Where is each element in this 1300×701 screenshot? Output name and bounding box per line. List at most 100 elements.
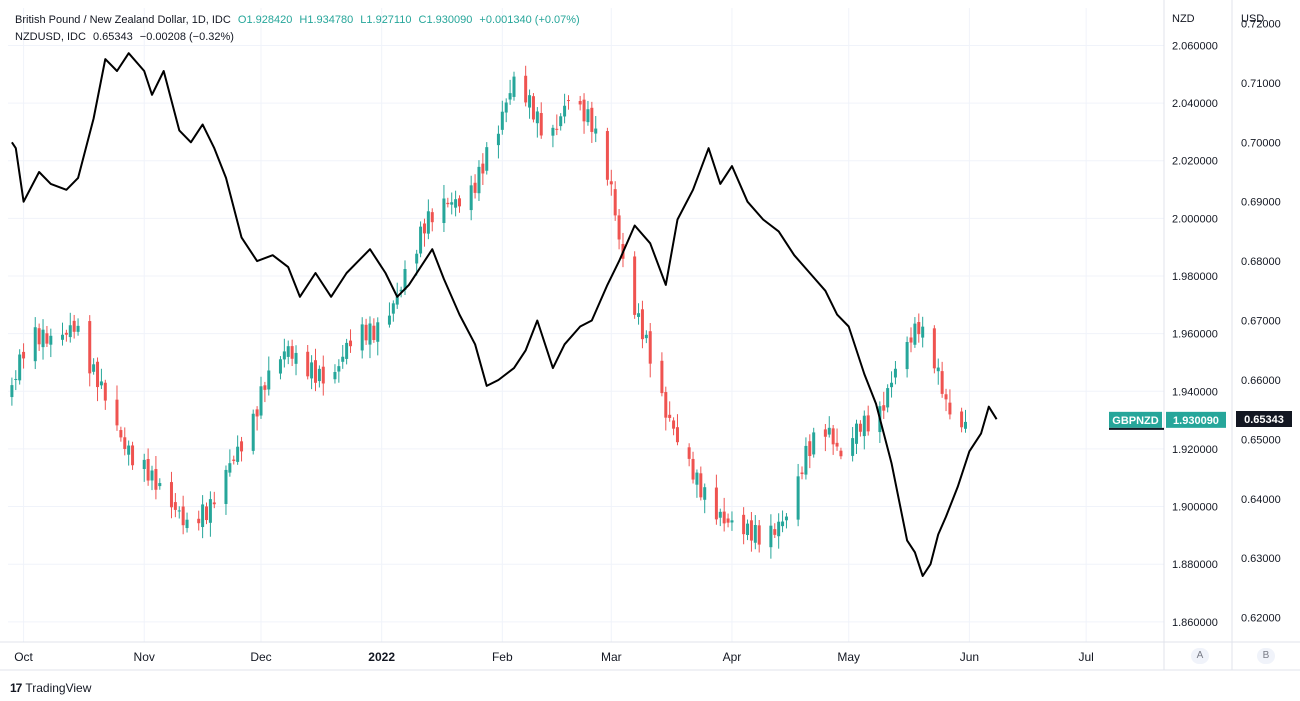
candle-body	[664, 392, 668, 418]
candle-body	[917, 322, 921, 335]
candle-body	[442, 198, 446, 224]
candle-body	[644, 334, 648, 339]
right-axis-tick: 0.72000	[1241, 18, 1281, 30]
candle-body	[185, 519, 189, 529]
candle-body	[372, 325, 376, 340]
candle-body	[687, 447, 691, 459]
candle-body	[703, 487, 707, 500]
candle-body	[115, 399, 119, 426]
candle-body	[259, 386, 263, 416]
candle-body	[391, 303, 395, 314]
candle-body	[800, 472, 804, 475]
x-axis-tick: Oct	[14, 650, 33, 664]
right-axis-tick: 0.65000	[1241, 434, 1281, 446]
candle-body	[804, 445, 808, 475]
candle-body	[672, 420, 676, 429]
left-axis-tick: 2.040000	[1172, 98, 1218, 110]
gbpnzd-symbol-label: GBPNZD	[1112, 415, 1159, 427]
candle-body	[594, 128, 598, 134]
candle-body	[695, 472, 699, 485]
candle-body	[590, 107, 594, 132]
candle-body	[422, 223, 426, 234]
candle-body	[718, 511, 722, 518]
candle-body	[882, 405, 886, 411]
x-axis-tick: Feb	[492, 650, 513, 664]
x-axis-tick: Mar	[601, 650, 622, 664]
candle-body	[531, 96, 535, 120]
candle-body	[286, 346, 290, 357]
legend-nzdusd-value: 0.65343	[92, 31, 133, 43]
x-axis-tick: May	[837, 650, 860, 664]
candle-body	[37, 328, 41, 345]
candle-body	[469, 185, 473, 211]
candle-body	[341, 356, 345, 362]
candle-body	[936, 367, 940, 372]
right-axis-unit: USD	[1241, 13, 1265, 25]
legend-close: C1.930090	[418, 14, 473, 26]
candle-body	[660, 360, 664, 394]
left-axis-tick: 2.020000	[1172, 156, 1218, 168]
candle-body	[177, 510, 181, 512]
left-axis-tick: 1.880000	[1172, 559, 1218, 571]
candle-body	[781, 521, 785, 527]
candle-body	[313, 360, 317, 383]
candle-body	[154, 469, 158, 490]
x-axis-tick: Dec	[250, 650, 271, 664]
right-axis-tick: 0.66000	[1241, 375, 1281, 387]
candle-body	[890, 382, 894, 388]
gbpnzd-symbol-badge	[1109, 411, 1162, 428]
candle-body	[349, 340, 353, 347]
candle-body	[613, 189, 617, 216]
candle-body	[640, 309, 644, 340]
candle-body	[96, 361, 100, 388]
candle-body	[364, 324, 368, 341]
candle-body	[827, 427, 831, 435]
x-axis-tick: 2022	[368, 650, 395, 664]
left-axis-tick: 1.860000	[1172, 617, 1218, 629]
candle-body	[123, 437, 127, 449]
candle-body	[294, 352, 298, 364]
log-scale-button[interactable]: B	[1257, 648, 1275, 664]
candle-body	[637, 313, 641, 317]
candle-body	[173, 502, 177, 510]
candle-body	[524, 75, 528, 103]
auto-scale-button[interactable]: A	[1191, 648, 1209, 664]
candle-body	[278, 359, 282, 374]
candle-body	[310, 362, 314, 379]
candle-body	[150, 470, 154, 481]
candle-body	[528, 95, 532, 108]
right-axis-tick: 0.63000	[1241, 553, 1281, 565]
candle-body	[940, 371, 944, 394]
tradingview-brand[interactable]: 17 TradingView	[10, 681, 91, 695]
candle-body	[808, 441, 812, 457]
candle-body	[473, 182, 477, 193]
candle-body	[415, 253, 419, 264]
candle-body	[146, 459, 150, 481]
candle-body	[508, 93, 512, 100]
candle-body	[201, 504, 205, 528]
candle-body	[119, 430, 123, 438]
candle-body	[742, 514, 746, 535]
candle-body	[633, 256, 637, 315]
candle-body	[458, 198, 462, 207]
candle-body	[691, 458, 695, 480]
candle-body	[131, 445, 135, 466]
candle-body	[500, 111, 504, 130]
candle-body	[263, 385, 267, 390]
gbpnzd-last-price-label: 1.930090	[1173, 415, 1219, 427]
candle-body	[944, 394, 948, 400]
candle-body	[477, 166, 481, 194]
candle-body	[960, 411, 964, 428]
candle-body	[14, 378, 18, 380]
candle-body	[290, 346, 294, 359]
candle-body	[921, 326, 925, 338]
candle-body	[746, 523, 750, 536]
candle-body	[345, 342, 349, 359]
candle-body	[893, 368, 897, 378]
candle-body	[812, 432, 816, 455]
candle-body	[321, 366, 325, 384]
candle-body	[399, 289, 403, 292]
left-axis-tick: 1.900000	[1172, 502, 1218, 514]
candle-body	[823, 429, 827, 437]
